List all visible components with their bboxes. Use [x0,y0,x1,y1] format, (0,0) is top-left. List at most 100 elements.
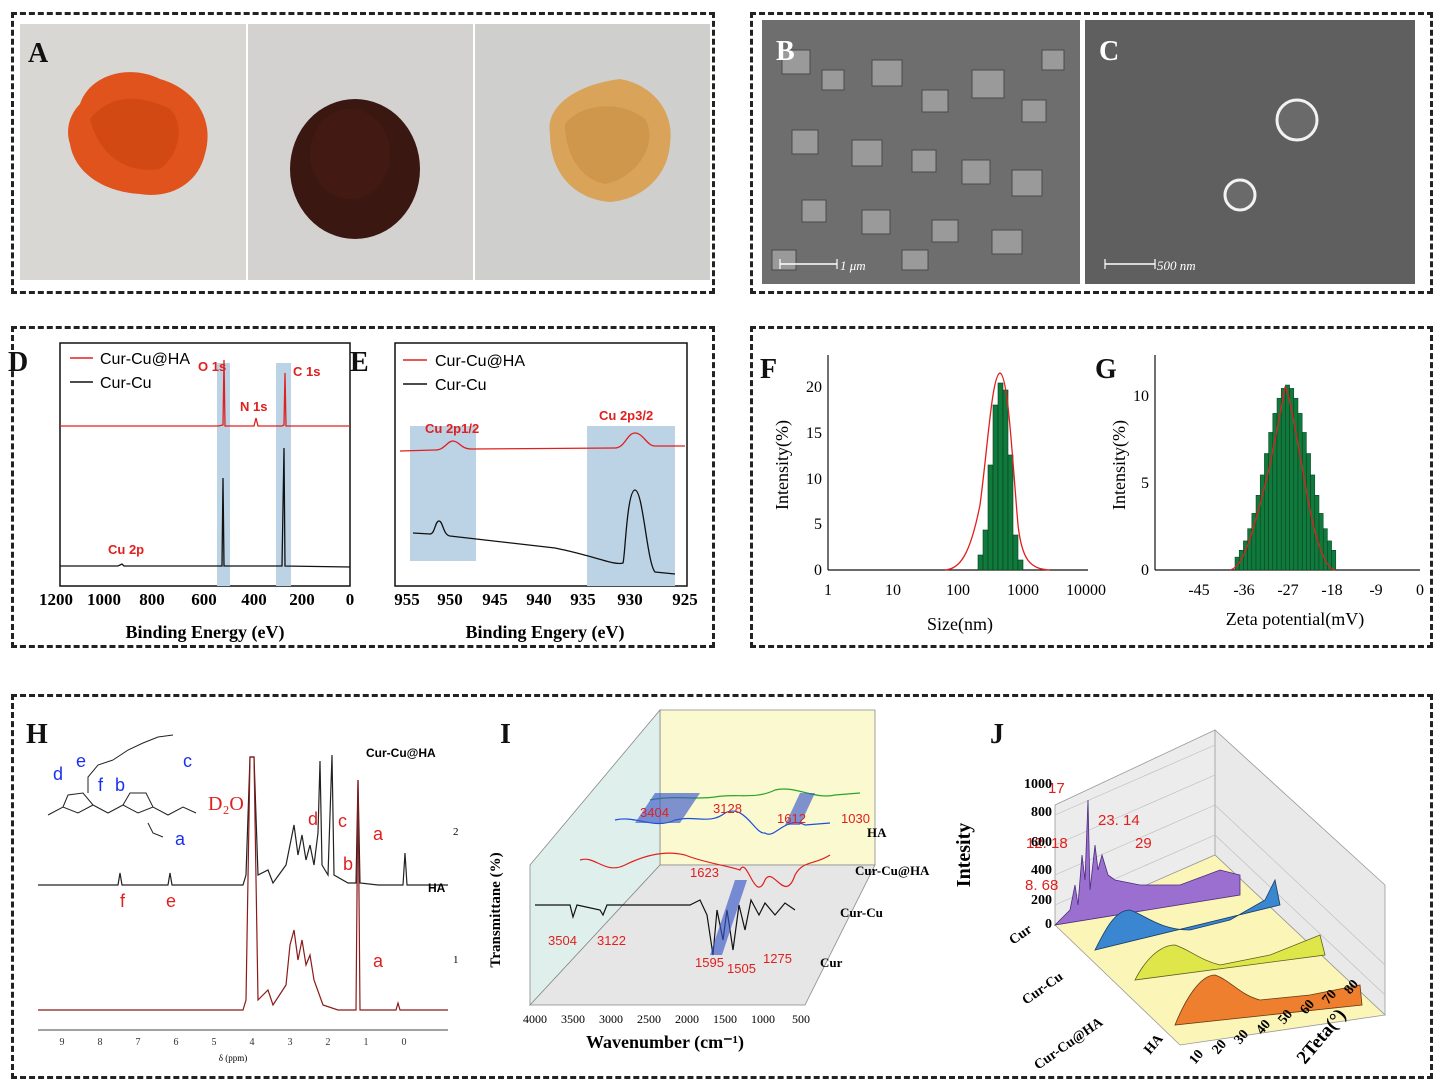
i-ann-3504: 3504 [548,933,577,948]
peak-cu2p: Cu 2p [108,542,144,557]
h-solvent: D₂O [208,793,244,815]
i-series-ha: HA [867,825,887,840]
i-ann-1505: 1505 [727,961,756,976]
h-peak-d: d [308,809,318,829]
h-n1: 1 [453,954,459,966]
struct-b: b [115,775,125,795]
zeta-bar [1243,540,1248,571]
f-xtick-4: 10000 [1066,582,1106,599]
panel-e: E Cur-Cu@HA Cur-Cu Cu 2p1/2 Cu 2p3/2 955… [350,342,698,643]
f-ytick-4: 20 [806,379,822,396]
g-xtick-3: -18 [1321,582,1342,599]
i-xtick-0: 4000 [523,1012,547,1026]
f-ytick-2: 10 [806,471,822,488]
i-xtick-4: 2000 [675,1012,699,1026]
peak-cu2p12: Cu 2p1/2 [425,421,479,436]
h-xtick-2: 7 [136,1037,141,1048]
struct-f: f [98,775,104,795]
i-ann-1623: 1623 [690,865,719,880]
panel-f-letter: F [760,354,777,385]
i-xtick-6: 1000 [751,1012,775,1026]
d-xtick-1: 1000 [87,590,121,609]
i-xtick-1: 3500 [561,1012,585,1026]
f-ytick-1: 5 [814,516,822,533]
i-ylabel: Transmittane (%) [488,852,504,967]
h-n2: 2 [453,826,459,838]
legend-e-red: Cur-Cu@HA [435,353,525,370]
zeta-bar [1331,550,1337,571]
i-series-curcuha: Cur-Cu@HA [855,863,930,878]
g-ytick-0: 0 [1141,562,1149,579]
panel-a-letter: A [28,38,49,69]
h-peak-a1: a [373,824,384,844]
h-xtick-6: 3 [288,1037,293,1048]
d-xtick-0: 1200 [39,590,73,609]
panel-g-letter: G [1095,354,1117,385]
struct-e: e [76,751,86,771]
panel-hij-box [11,694,1433,1079]
j-ann-17: 17 [1048,780,1065,797]
f-xtick-3: 1000 [1007,582,1039,599]
h-label-top: Cur-Cu@HA [366,746,436,760]
panel-c: 500 nm C [1085,20,1415,284]
d-xtick-4: 400 [241,590,267,609]
zeta-bar [1280,388,1286,571]
peak-o1s: O 1s [198,359,226,374]
h-xtick-9: 0 [402,1037,407,1048]
panel-i: I 3404 3128 1612 1030 1623 3504 3122 159… [488,708,930,1053]
d-xtick-2: 800 [139,590,165,609]
f-ytick-0: 0 [814,562,822,579]
j-ytick-1: 200 [1031,893,1052,908]
j-ytick-2: 400 [1031,863,1052,878]
h-xtick-4: 5 [212,1037,217,1048]
j-series-ha: HA [1142,1031,1168,1057]
f-xlabel: Size(nm) [927,614,993,635]
f-xtick-2: 100 [946,582,970,599]
h-peak-c: c [338,811,347,831]
panel-b: 1 μm B [762,20,1080,284]
i-xtick-5: 1500 [713,1012,737,1026]
panel-c-scale: 500 nm [1157,258,1196,273]
i-ann-3122: 3122 [597,933,626,948]
h-xlabel: δ (ppm) [219,1053,248,1063]
h-peak-a2: a [373,951,384,971]
struct-c: c [183,751,192,771]
i-series-curcu: Cur-Cu [840,905,883,920]
legend-d-red: Cur-Cu@HA [100,351,190,368]
panel-f: F 0 5 10 15 20 1 10 100 1000 10000 Size(… [760,354,1106,635]
i-series-cur: Cur [820,955,843,970]
j-ytick-0: 0 [1045,917,1052,932]
panel-j: J 17 23. 14 12. 18 29 8. 68 0 200 400 60… [953,719,1386,1073]
h-xtick-0: 9 [60,1037,65,1048]
peak-cu2p32: Cu 2p3/2 [599,408,653,423]
panel-a: A [20,24,710,280]
struct-d: d [53,764,63,784]
i-ann-1275: 1275 [763,951,792,966]
panel-d-letter: D [8,347,28,378]
panel-b-scale: 1 μm [840,258,866,273]
panel-fg-box [750,326,1433,648]
panel-b-letter: B [776,36,795,67]
h-xtick-8: 1 [364,1037,369,1048]
struct-a: a [175,829,186,849]
i-ann-1595: 1595 [695,955,724,970]
e-xtick-4: 935 [570,590,596,609]
d-xtick-5: 200 [289,590,315,609]
e-xtick-1: 950 [437,590,463,609]
h-peak-e: e [166,891,176,911]
j-xtick-0: 10 [1187,1047,1207,1067]
h-xtick-1: 8 [98,1037,103,1048]
j-ann-1218: 12. 18 [1026,835,1068,852]
h-peak-f: f [120,891,126,911]
f-ylabel: Intensity(%) [772,420,793,510]
g-ytick-1: 5 [1141,475,1149,492]
panel-d: D Cur-Cu@HA Cur-Cu O 1s C 1s N 1s Cu 2p … [8,342,354,643]
zeta-bar [1285,384,1290,571]
f-ytick-3: 15 [806,425,822,442]
panel-e-letter: E [350,347,369,378]
panel-de-box [11,326,715,648]
h-xtick-3: 6 [174,1037,179,1048]
j-ytick-4: 800 [1031,805,1052,820]
panel-h: H d e f b c a Cur-Cu@HA HA D₂O 2 1 d c a… [26,719,459,1063]
j-series-curcuha: Cur-Cu@HA [1032,1014,1107,1073]
